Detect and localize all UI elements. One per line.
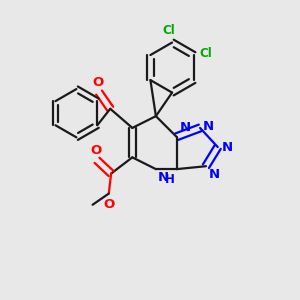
Text: N: N [203, 120, 214, 133]
Text: N: N [179, 121, 191, 134]
Text: N: N [221, 141, 233, 154]
Text: O: O [103, 198, 114, 211]
Text: N: N [209, 168, 220, 181]
Text: Cl: Cl [199, 47, 212, 60]
Text: O: O [92, 76, 103, 89]
Text: Cl: Cl [163, 24, 175, 37]
Text: H: H [165, 173, 175, 186]
Text: N: N [158, 171, 169, 184]
Text: O: O [90, 144, 101, 157]
